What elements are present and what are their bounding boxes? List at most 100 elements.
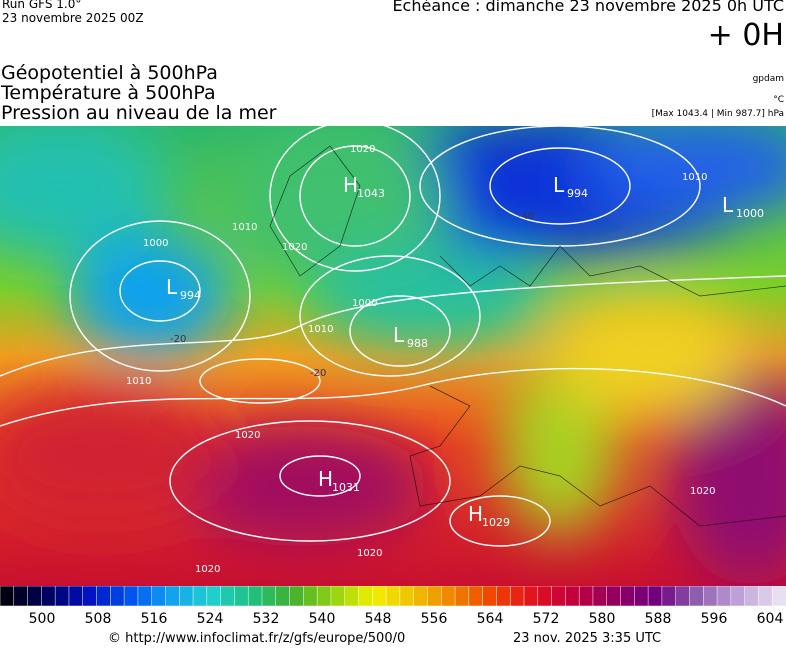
- footer-source: © http://www.infoclimat.fr/z/gfs/europe/…: [108, 631, 406, 646]
- center-letter: L: [722, 193, 734, 217]
- scale-swatch: [261, 586, 277, 607]
- scale-swatch: [275, 586, 291, 607]
- scale-swatch: [771, 586, 786, 607]
- scale-swatch: [316, 586, 332, 607]
- scale-swatch: [220, 586, 236, 607]
- center-value: 1043: [357, 187, 385, 200]
- scale-label: 556: [421, 611, 448, 627]
- scale-swatch: [565, 586, 580, 607]
- scale-label: 596: [701, 611, 728, 627]
- scale-label: 516: [141, 611, 168, 627]
- isobar-label: 1010: [126, 376, 151, 387]
- layer-title: Température à 500hPa: [1, 82, 216, 104]
- scale-swatch: [137, 586, 153, 607]
- scale-label: 572: [533, 611, 560, 627]
- echeance: Echéance : dimanche 23 novembre 2025 0h …: [392, 0, 784, 15]
- center-letter: H: [468, 502, 483, 526]
- scale-swatch: [482, 586, 498, 607]
- isobar-label: 1010: [682, 172, 707, 183]
- isobar-label: 1020: [235, 430, 260, 441]
- scale-swatch: [413, 586, 429, 607]
- layer-title: Géopotentiel à 500hPa: [1, 62, 218, 84]
- field-blobs: [0, 126, 786, 586]
- scale-swatch: [427, 586, 443, 607]
- unit: gpdam: [752, 74, 784, 84]
- footer-date: 23 nov. 2025 3:35 UTC: [513, 631, 662, 646]
- scale-swatch: [151, 586, 167, 607]
- run-label: Run GFS 1.0°: [2, 0, 82, 11]
- pressure-center: L 1000: [722, 193, 764, 220]
- color-scale: 500 508 516 524 532 540 548 556 564 572 580 588 596 6…: [0, 586, 786, 627]
- scale-swatch: [399, 586, 415, 607]
- scale-swatch: [96, 586, 112, 607]
- isobar-label: 1020: [690, 486, 715, 497]
- isobar-label: 1020: [195, 564, 220, 575]
- center-value: 1031: [332, 481, 360, 494]
- scale-swatch: [634, 586, 649, 607]
- scale-swatch: [344, 586, 360, 607]
- scale-label: 540: [309, 611, 336, 627]
- scale-swatch: [0, 586, 15, 607]
- center-letter: L: [553, 173, 565, 197]
- scale-swatch: [123, 586, 139, 607]
- pressure-center: L 994: [553, 173, 588, 200]
- isobar-label: 1020: [350, 144, 375, 155]
- scale-label: 564: [477, 611, 504, 627]
- scale-swatch: [661, 586, 677, 607]
- unit: °C: [773, 95, 784, 105]
- scale-swatch: [110, 586, 125, 607]
- scale-label: 524: [197, 611, 224, 627]
- scale-swatch: [358, 586, 374, 607]
- scale-swatch: [27, 586, 43, 607]
- scale-swatch: [468, 586, 484, 607]
- scale-label: 500: [29, 611, 56, 627]
- center-value: 1029: [482, 516, 510, 529]
- isobar-label: 1010: [232, 222, 257, 233]
- scale-swatch: [647, 586, 663, 607]
- scale-label: 588: [645, 611, 672, 627]
- isobar-label: 1020: [282, 242, 307, 253]
- coastlines: [269, 145, 786, 527]
- scale-swatch: [13, 586, 29, 607]
- pressure-center: L 994: [166, 275, 201, 302]
- scale-swatch: [385, 586, 401, 607]
- center-letter: H: [343, 173, 358, 197]
- center-value: 994: [180, 289, 201, 302]
- layer-title: Pression au niveau de la mer: [1, 102, 277, 124]
- scale-swatch: [54, 586, 70, 607]
- scale-swatch: [675, 586, 691, 607]
- scale-swatch: [372, 586, 387, 607]
- scale-label: 580: [589, 611, 616, 627]
- scale-swatch: [206, 586, 222, 607]
- scale-swatch: [523, 586, 539, 607]
- isobars: [0, 126, 786, 547]
- center-value: 994: [567, 187, 588, 200]
- scale-swatch: [289, 586, 305, 607]
- scale-swatch: [68, 586, 84, 607]
- scale-swatch: [509, 586, 525, 607]
- center-value: 988: [407, 337, 428, 350]
- isobar-label: 1000: [143, 238, 168, 249]
- scale-swatch: [758, 586, 773, 607]
- center-letter: L: [166, 275, 178, 299]
- scale-swatch: [496, 586, 511, 607]
- scale-swatch: [716, 586, 732, 607]
- scale-swatch: [441, 586, 456, 607]
- scale-swatch: [551, 586, 567, 607]
- scale-swatch: [41, 586, 56, 607]
- scale-swatch: [730, 586, 746, 607]
- isotherm-label: -20: [310, 368, 326, 379]
- scale-swatch: [303, 586, 318, 607]
- run-date: 23 novembre 2025 00Z: [2, 11, 144, 25]
- scale-swatch: [330, 586, 346, 607]
- scale-swatch: [744, 586, 760, 607]
- scale-swatch: [537, 586, 553, 607]
- scale-label: 548: [365, 611, 392, 627]
- isobar-label: 1000: [352, 298, 377, 309]
- scale-swatch: [592, 586, 608, 607]
- scale-swatch: [165, 586, 181, 607]
